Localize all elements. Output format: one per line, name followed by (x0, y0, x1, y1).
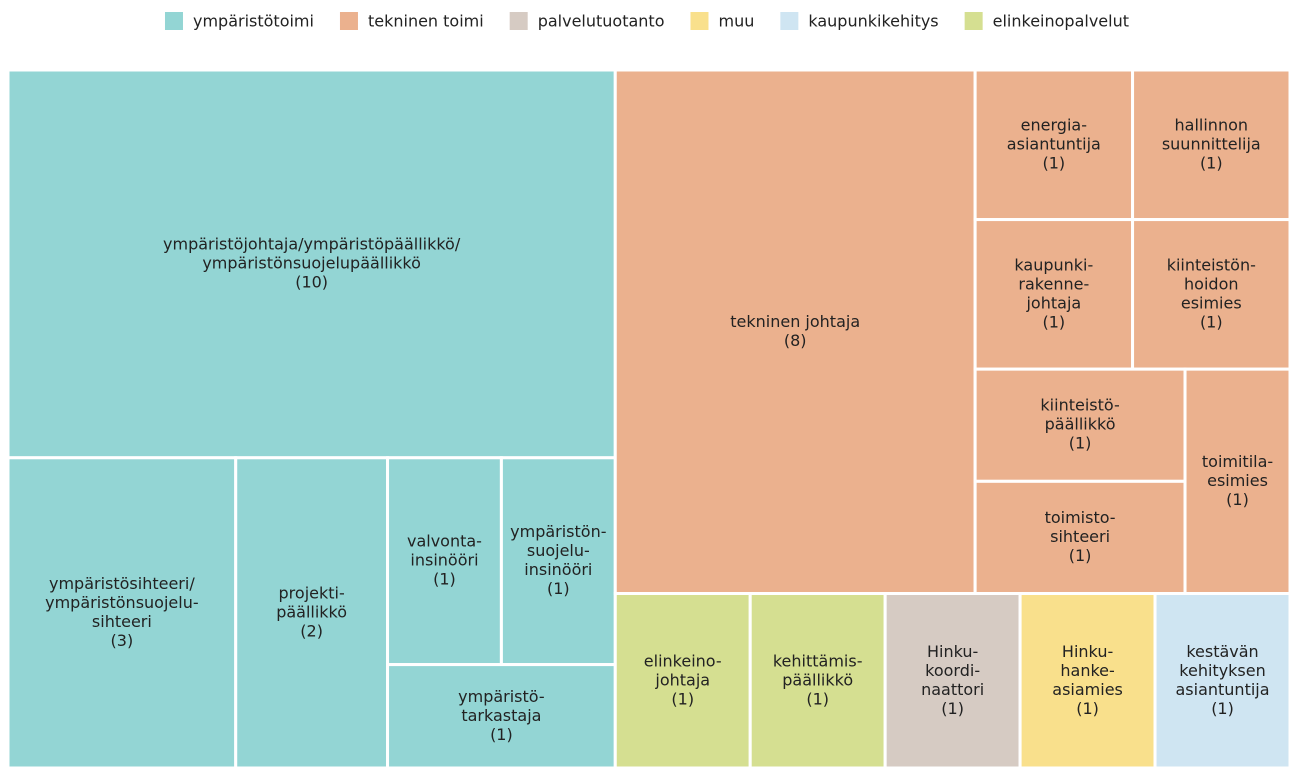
legend-swatch (164, 12, 183, 30)
cell-value-label: (1) (1043, 153, 1066, 172)
cell-value-label: (2) (300, 621, 323, 640)
legend-label: tekninen toimi (368, 12, 484, 31)
treemap-cell (6, 456, 238, 769)
cell-label: asiamies (1052, 680, 1123, 699)
cell-label: toimitila- (1202, 452, 1273, 471)
treemap-cell (1183, 367, 1292, 595)
cell-label: asiantuntija (1175, 680, 1269, 699)
treemap-cell (6, 68, 617, 460)
legend: ympäristötoimi tekninen toimi palvelutuota… (164, 12, 1129, 31)
cell-label: esimies (1181, 293, 1242, 312)
treemap-cell (1018, 592, 1157, 769)
cell-value-label: (1) (806, 689, 829, 708)
cell-label: tarkastaja (461, 706, 541, 725)
cell-label: sihteeri (92, 612, 152, 631)
cell-label: ympäristöjohtaja/ympäristöpäällikkö/ (163, 234, 461, 253)
cell-value-label: (3) (111, 631, 134, 650)
legend-label: kaupunkikehitys (808, 12, 938, 31)
cell-value-label: (1) (433, 570, 456, 589)
cell-label: ympäristösihteeri/ (49, 574, 195, 593)
cell-value-label: (1) (547, 579, 570, 598)
cell-label: rakenne- (1018, 274, 1089, 293)
legend-label: elinkeinopalvelut (993, 12, 1129, 31)
cell-label: toimisto- (1045, 508, 1116, 527)
cell-label: energia- (1021, 115, 1087, 134)
cell-label: valvonta- (407, 532, 482, 551)
cell-label: hallinnon (1175, 115, 1249, 134)
cell-value-label: (1) (1200, 153, 1223, 172)
cell-label: esimies (1207, 471, 1268, 490)
treemap-cell (1131, 218, 1292, 371)
cell-label: päällikkö (782, 670, 853, 689)
cell-label: projekti- (279, 583, 345, 602)
treemap-cell (973, 367, 1187, 483)
cell-label: suojelu- (527, 541, 590, 560)
treemap-cell (883, 592, 1022, 769)
cell-label: kiinteistö- (1040, 396, 1119, 415)
cell-label: ympäristönsuojelu- (45, 593, 199, 612)
cell-label: kaupunki- (1014, 255, 1093, 274)
cell-value-label: (10) (295, 272, 328, 291)
cell-label: kestävän (1186, 642, 1258, 661)
cell-value-label: (1) (1043, 312, 1066, 331)
cell-label: ympäristön- (510, 522, 606, 541)
cell-label: suunnittelija (1162, 134, 1261, 153)
cell-label: kehittämis- (773, 651, 863, 670)
cell-label: johtaja (654, 670, 710, 689)
cell-label: Hinku- (927, 642, 978, 661)
cell-value-label: (1) (1211, 699, 1234, 718)
legend-swatch (690, 12, 709, 30)
cell-value-label: (1) (671, 689, 694, 708)
cell-label: päällikkö (276, 602, 347, 621)
cell-value-label: (1) (490, 725, 513, 744)
legend-swatch (780, 12, 799, 30)
treemap-cell (1131, 68, 1292, 222)
cell-label: sihteeri (1050, 527, 1110, 546)
cell-label: johtaja (1025, 293, 1081, 312)
cell-label: hanke- (1060, 661, 1114, 680)
cell-label: ympäristönsuojelupäällikkö (202, 253, 421, 272)
treemap-cell (234, 456, 390, 769)
cell-value-label: (1) (1069, 546, 1092, 565)
cell-label: insinööri (410, 551, 478, 570)
cell-label: naattori (921, 680, 984, 699)
cell-value-label: (1) (1226, 490, 1249, 509)
cell-label: koordi- (925, 661, 980, 680)
legend-label: ympäristötoimi (193, 12, 314, 31)
cell-label: tekninen johtaja (730, 312, 860, 331)
legend-swatch (509, 12, 528, 30)
legend-label: palvelutuotanto (538, 12, 665, 31)
cell-value-label: (1) (1200, 312, 1223, 331)
cell-value-label: (1) (1076, 699, 1099, 718)
cell-label: hoidon (1184, 274, 1238, 293)
treemap-cell (1153, 592, 1292, 769)
legend-label: muu (718, 12, 754, 31)
cell-label: kiinteistön- (1167, 255, 1256, 274)
treemap-cell (748, 592, 887, 769)
legend-swatch (964, 12, 983, 30)
cell-value-label: (8) (784, 331, 807, 350)
cell-value-label: (1) (1069, 434, 1092, 453)
cell-label: ympäristö- (458, 687, 545, 706)
cell-label: insinööri (524, 560, 592, 579)
cell-label: elinkeino- (644, 651, 722, 670)
treemap-cell (973, 68, 1135, 222)
cell-label: kehityksen (1179, 661, 1265, 680)
treemap-cell (386, 663, 617, 769)
cell-label: päällikkö (1045, 415, 1116, 434)
cell-label: Hinku- (1062, 642, 1113, 661)
cell-value-label: (1) (941, 699, 964, 718)
cell-label: asiantuntija (1007, 134, 1101, 153)
legend-swatch (339, 12, 358, 30)
